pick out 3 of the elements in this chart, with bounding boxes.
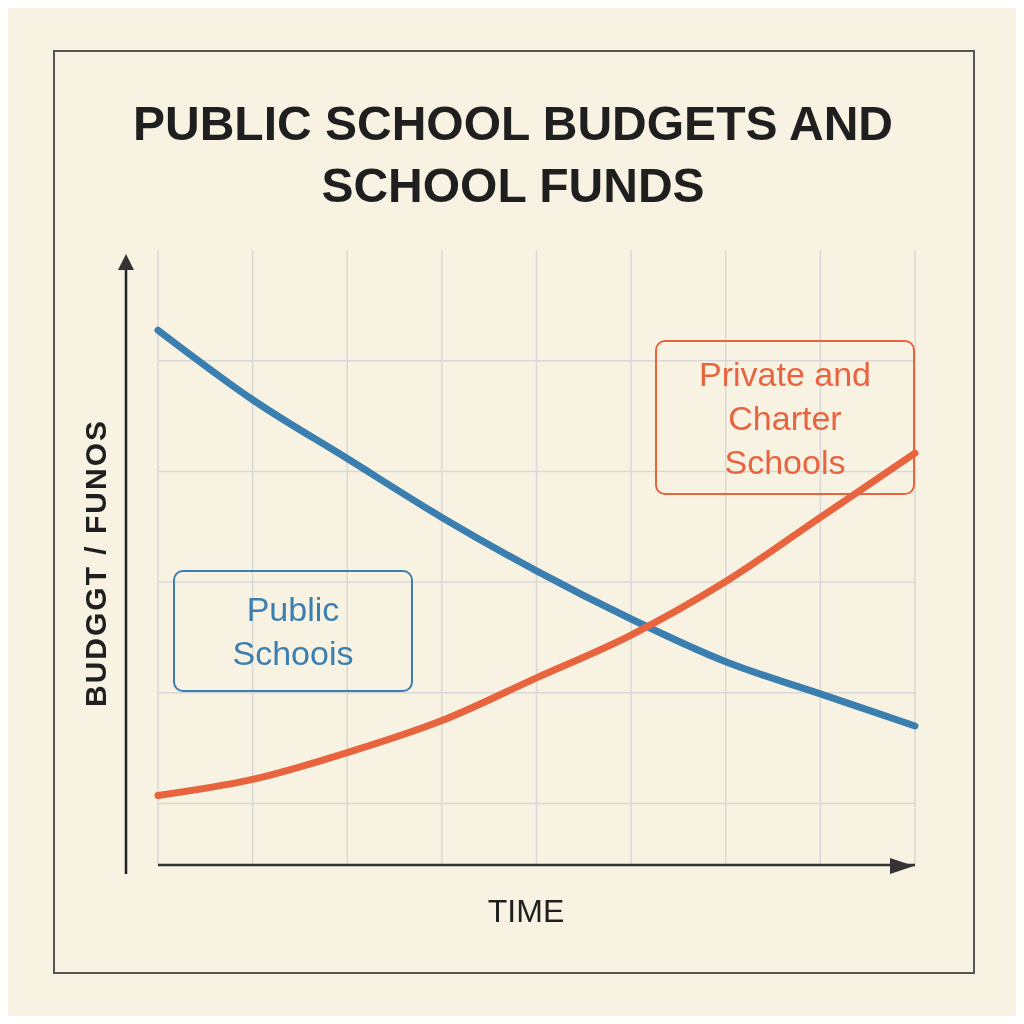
chart-title: PUBLIC SCHOOL BUDGETS AND SCHOOL FUNDS — [132, 96, 894, 214]
x-axis-title: TIME — [486, 893, 566, 930]
y-axis-title: BUDGGT / FUNOS — [79, 419, 113, 707]
